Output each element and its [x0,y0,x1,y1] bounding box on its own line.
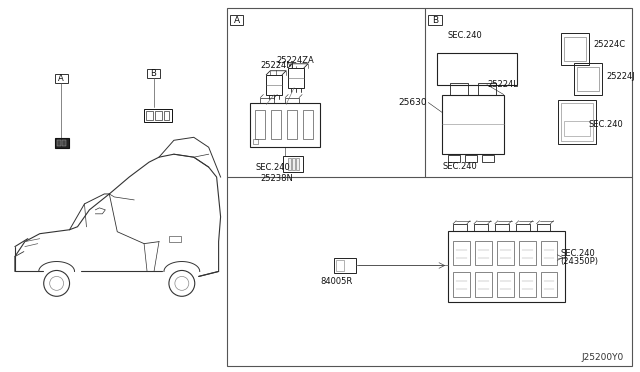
Bar [336,260,344,272]
Bar [541,272,557,297]
Polygon shape [516,48,523,85]
Text: 25238N: 25238N [260,174,293,183]
Bar [482,155,494,162]
Polygon shape [561,29,594,33]
Bar [465,155,477,162]
Bar [453,241,470,266]
Bar [54,138,68,148]
Bar [146,112,153,121]
Polygon shape [596,96,601,144]
Polygon shape [565,223,575,302]
Bar [253,139,259,144]
Text: 84005R: 84005R [320,278,352,286]
Bar [266,75,282,94]
Text: A: A [58,74,64,83]
Bar [230,15,243,25]
Bar [564,121,590,136]
Bar [516,224,530,231]
Bar [453,272,470,297]
Polygon shape [504,91,509,154]
Text: 25224M: 25224M [260,61,294,70]
Bar [260,97,275,103]
Text: 25224C: 25224C [593,41,625,49]
Bar [227,8,632,366]
Text: A: A [234,16,239,25]
Polygon shape [250,97,328,103]
Bar [54,74,68,83]
Bar [497,241,514,266]
Polygon shape [589,29,594,65]
Bar [561,33,589,65]
Bar [288,68,304,88]
Bar [164,112,169,121]
Bar [564,37,586,61]
Text: SEC.240: SEC.240 [442,162,477,171]
Polygon shape [356,254,358,273]
Bar [478,83,496,94]
Bar [448,231,565,302]
Bar [288,158,291,170]
Text: (24350P): (24350P) [561,257,598,266]
Bar [442,94,504,154]
Bar [292,158,295,170]
Text: 25224J: 25224J [606,72,635,81]
Bar [147,69,160,78]
Bar [518,241,536,266]
Text: SEC.240: SEC.240 [561,249,595,258]
Bar [283,156,303,172]
Polygon shape [442,91,509,94]
Bar [536,224,550,231]
Text: 25224ZA: 25224ZA [276,56,314,65]
Bar [155,112,162,121]
Bar [144,109,172,122]
Bar [61,140,65,146]
Bar [541,241,557,266]
Polygon shape [566,272,575,284]
Bar [56,140,61,146]
Bar [169,236,181,242]
Text: 25630: 25630 [399,98,428,107]
Bar [497,272,514,297]
Bar [518,272,536,297]
Text: B: B [150,69,156,78]
Bar [474,224,488,231]
Text: SEC.240: SEC.240 [588,120,623,129]
Polygon shape [448,223,575,231]
Bar [559,100,596,144]
Polygon shape [602,59,607,94]
Bar [437,53,516,85]
Bar [296,158,299,170]
Text: J25200Y0: J25200Y0 [582,353,624,362]
Polygon shape [334,254,358,257]
Bar [577,67,599,91]
Bar [453,224,467,231]
Text: SEC.240: SEC.240 [447,31,483,40]
Polygon shape [574,59,607,63]
Polygon shape [566,285,575,297]
Polygon shape [559,96,601,100]
Bar [285,97,299,103]
Bar [334,257,356,273]
Bar [428,15,442,25]
Bar [448,155,460,162]
Bar [287,110,297,139]
Polygon shape [566,241,575,253]
Bar [475,272,492,297]
Bar [574,63,602,94]
Bar [450,83,468,94]
Bar [561,103,593,141]
Bar [495,224,509,231]
Polygon shape [320,97,328,147]
Bar [250,103,320,147]
Bar [475,241,492,266]
Text: 25224L: 25224L [487,80,518,89]
Polygon shape [566,254,575,266]
Text: SEC.240: SEC.240 [256,163,291,172]
Bar [255,110,266,139]
Polygon shape [437,48,523,53]
Bar [271,110,281,139]
Bar [303,110,313,139]
Polygon shape [283,156,287,172]
Text: B: B [432,16,438,25]
